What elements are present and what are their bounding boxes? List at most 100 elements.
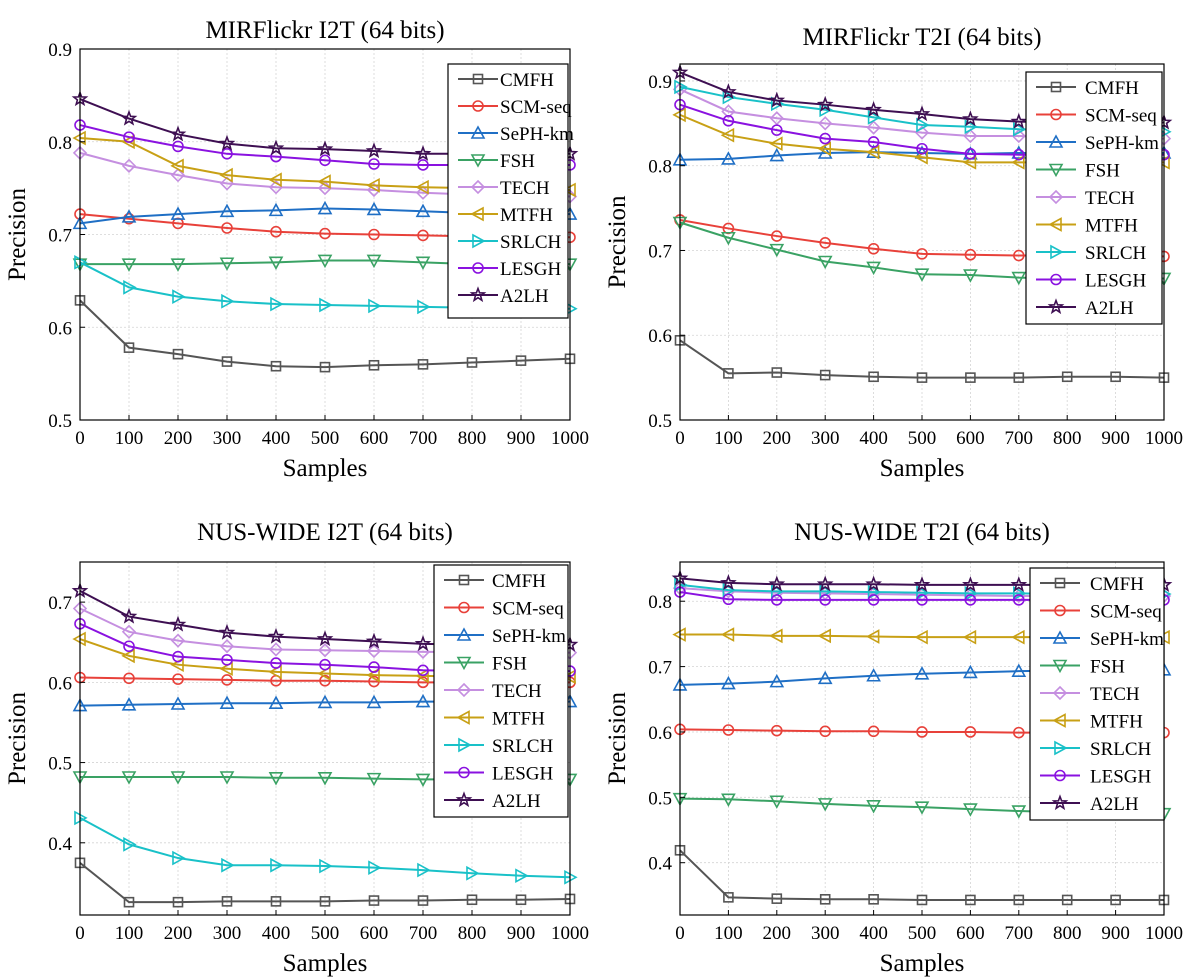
legend-item-cmfh: CMFH xyxy=(444,571,546,592)
y-tick-label: 0.5 xyxy=(48,411,72,432)
data-point-cmfh xyxy=(965,894,976,906)
y-tick-label: 0.9 xyxy=(648,72,672,93)
data-point-mtfh xyxy=(366,177,380,193)
data-point-cmfh xyxy=(368,895,380,906)
legend-item-lesgh: LESGH xyxy=(1040,767,1152,788)
legend-marker xyxy=(1050,273,1062,286)
data-point-mtfh xyxy=(817,141,832,157)
legend-item-scm-seq: SCM-seq xyxy=(458,97,572,118)
data-point-lesgh xyxy=(819,594,832,606)
x-tick-label: 200 xyxy=(763,428,792,449)
data-point-tech xyxy=(721,104,736,119)
legend-item-scm-seq: SCM-seq xyxy=(1036,106,1157,127)
x-tick-label: 500 xyxy=(908,428,937,449)
legend-label: FSH xyxy=(492,654,527,675)
data-point-fsh xyxy=(317,772,333,786)
data-point-cmfh xyxy=(868,371,879,383)
legend-label: LESGH xyxy=(492,764,554,785)
x-tick-label: 900 xyxy=(507,923,536,944)
legend-marker xyxy=(458,766,470,779)
legend-marker xyxy=(1050,108,1062,121)
data-point-srlch xyxy=(368,860,382,876)
data-point-a2lh xyxy=(1010,112,1028,129)
data-point-lesgh xyxy=(1012,148,1025,161)
data-point-cmfh xyxy=(221,896,233,907)
data-point-lesgh xyxy=(722,593,735,606)
data-point-tech xyxy=(268,642,284,657)
legend-label: SCM-seq xyxy=(1090,602,1162,623)
data-point-seph-km xyxy=(769,673,785,688)
data-point-scm-seq xyxy=(770,724,783,737)
data-point-fsh xyxy=(817,798,833,812)
data-point-fsh xyxy=(219,771,235,785)
data-point-fsh xyxy=(366,254,382,269)
data-point-scm-seq xyxy=(123,672,135,685)
legend-label: CMFH xyxy=(492,571,546,592)
data-point-tech xyxy=(366,182,382,198)
legend-marker xyxy=(1048,189,1064,205)
data-point-tech xyxy=(170,633,186,648)
legend-label: TECH xyxy=(492,681,542,702)
data-point-mtfh xyxy=(170,158,184,174)
data-point-a2lh xyxy=(316,140,334,157)
x-tick-label: 0 xyxy=(75,923,85,944)
data-point-seph-km xyxy=(317,694,333,709)
data-point-a2lh xyxy=(913,105,931,122)
data-point-a2lh xyxy=(267,139,285,156)
legend-label: SePH-km xyxy=(500,124,574,145)
legend-marker xyxy=(470,179,486,195)
legend-item-fsh: FSH xyxy=(1040,657,1125,678)
legend-label: SRLCH xyxy=(492,736,554,757)
legend-label: SePH-km xyxy=(1085,133,1159,154)
data-point-cmfh xyxy=(1110,894,1121,906)
x-axis-label: Samples xyxy=(880,950,965,977)
legend-label: TECH xyxy=(500,178,550,199)
data-point-fsh xyxy=(721,231,736,246)
data-point-fsh xyxy=(914,801,930,815)
y-tick-label: 0.6 xyxy=(48,318,72,339)
data-point-tech xyxy=(963,128,978,144)
x-tick-label: 700 xyxy=(1005,923,1034,944)
data-point-srlch xyxy=(1012,121,1027,137)
data-point-fsh xyxy=(866,800,881,814)
data-point-scm-seq xyxy=(819,725,832,738)
data-point-seph-km xyxy=(721,675,736,690)
series-line-cmfh xyxy=(79,299,571,369)
data-point-srlch xyxy=(964,119,979,135)
data-point-seph-km xyxy=(817,145,833,159)
data-point-srlch xyxy=(123,280,137,295)
y-tick-label: 0.9 xyxy=(48,40,72,61)
data-point-srlch xyxy=(172,289,186,304)
legend-label: SePH-km xyxy=(1090,629,1164,650)
data-point-mtfh xyxy=(769,628,783,644)
legend-item-tech: TECH xyxy=(458,178,550,199)
data-point-a2lh xyxy=(865,100,882,117)
data-point-a2lh xyxy=(816,575,834,592)
legend-marker xyxy=(1050,244,1064,260)
data-point-cmfh xyxy=(221,356,233,367)
x-tick-label: 200 xyxy=(763,923,792,944)
legend-label: A2LH xyxy=(1085,298,1134,319)
legend-label: SePH-km xyxy=(492,626,566,647)
x-tick-label: 300 xyxy=(811,428,840,449)
data-point-mtfh xyxy=(720,627,735,642)
x-tick-label: 600 xyxy=(360,923,389,944)
data-point-a2lh xyxy=(414,635,432,651)
legend-marker xyxy=(458,574,470,586)
y-axis-label: Precision xyxy=(604,691,631,785)
data-point-fsh xyxy=(170,771,186,785)
data-point-cmfh xyxy=(965,372,976,383)
x-tick-label: 500 xyxy=(311,428,340,449)
data-point-lesgh xyxy=(916,142,928,155)
data-point-a2lh xyxy=(120,607,138,624)
data-point-seph-km xyxy=(817,670,833,685)
data-point-lesgh xyxy=(916,594,928,606)
data-point-cmfh xyxy=(172,896,184,908)
series-cmfh xyxy=(74,857,576,908)
data-point-scm-seq xyxy=(819,237,832,249)
data-point-lesgh xyxy=(770,124,783,136)
data-point-mtfh xyxy=(268,664,282,680)
legend-item-seph-km: SePH-km xyxy=(1040,629,1164,650)
legend-marker xyxy=(472,100,484,112)
data-point-fsh xyxy=(963,803,978,817)
